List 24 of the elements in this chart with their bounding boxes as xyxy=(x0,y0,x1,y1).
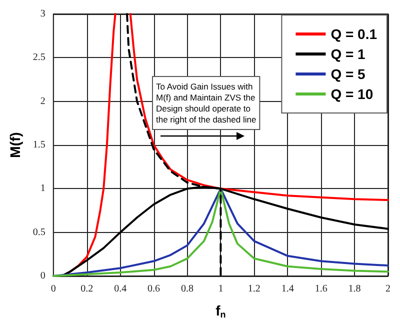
legend-label: Q = 0.1 xyxy=(330,26,378,42)
x-tick-label: 2 xyxy=(386,284,390,294)
annotation: To Avoid Gain Issues with M(f) and Maintain ZVS the Design should operate to the right of the dashed line xyxy=(156,82,256,124)
y-tick-label: 0 xyxy=(40,270,46,282)
x-tick-label: 0.6 xyxy=(148,284,160,294)
x-tick-label: 0.4 xyxy=(114,284,127,294)
y-tick-label: 0.5 xyxy=(32,226,46,238)
x-tick-label: 1.6 xyxy=(314,284,328,294)
legend-label: Q = 5 xyxy=(330,66,366,82)
y-tick-label: 3 xyxy=(40,8,46,20)
y-tick-label: 1 xyxy=(40,183,46,194)
x-tick-label: 1.2 xyxy=(248,284,260,294)
x-tick-label: 0 xyxy=(50,284,56,294)
y-tick-label: 2 xyxy=(40,96,46,107)
x-tick-label: 1.4 xyxy=(281,284,294,294)
x-tick-label: 0.2 xyxy=(80,284,94,294)
x-tick-label: 1.8 xyxy=(348,284,361,294)
x-tick-label: 0.8 xyxy=(180,284,194,294)
y-tick-label: 2.5 xyxy=(32,52,46,64)
legend-label: Q = 10 xyxy=(330,86,374,102)
legend-label: Q = 1 xyxy=(330,46,366,62)
y-axis-title: M(f) xyxy=(7,132,23,158)
x-tick-label: 1 xyxy=(218,284,224,294)
y-tick-label: 1.5 xyxy=(32,140,46,150)
